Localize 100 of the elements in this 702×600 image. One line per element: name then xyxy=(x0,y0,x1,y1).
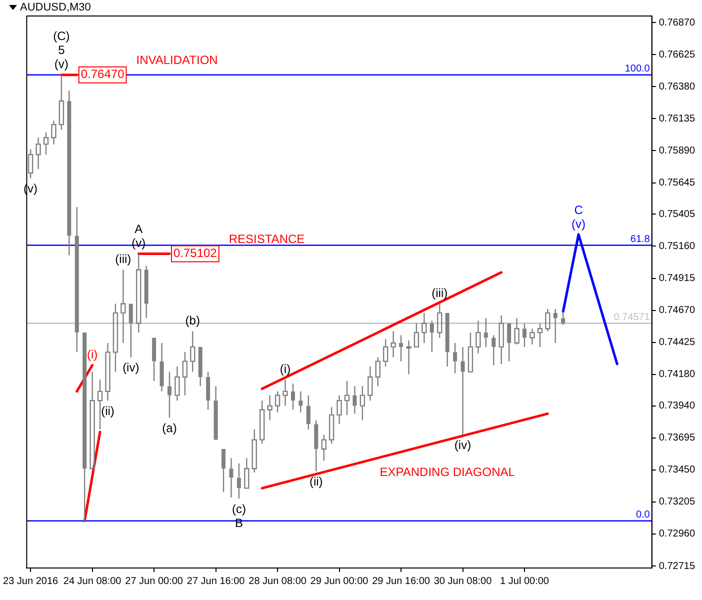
candlestick xyxy=(336,394,342,425)
y-tick-label: 0.75645 xyxy=(658,178,696,189)
chart-title: AUDUSD,M30 xyxy=(20,2,91,14)
y-tick-label: 0.73695 xyxy=(658,432,696,444)
candlestick xyxy=(314,420,318,472)
candlestick xyxy=(160,342,164,392)
candlestick xyxy=(460,346,465,436)
candlestick xyxy=(507,323,512,362)
candlestick xyxy=(236,462,241,500)
candlestick xyxy=(414,322,420,348)
y-tick-label: 0.76135 xyxy=(658,113,696,124)
data-label: 0.75102 xyxy=(173,246,218,260)
text: (b) xyxy=(185,314,200,328)
candlestick xyxy=(112,303,118,372)
y-tick-label: 0.74915 xyxy=(658,273,696,284)
ref-line-label: 61.8 xyxy=(630,234,650,246)
candlestick xyxy=(206,371,210,410)
candlestick xyxy=(152,338,156,382)
candlestick xyxy=(282,379,288,406)
candlestick xyxy=(214,386,218,440)
text: RESISTANCE xyxy=(228,232,305,246)
candlestick xyxy=(36,137,41,170)
text: (ii) xyxy=(101,404,114,418)
y-tick-label: 0.75890 xyxy=(658,145,696,156)
candlestick xyxy=(290,382,295,410)
y-tick-label: 0.76625 xyxy=(658,49,696,60)
x-tick-label: 29 Jun 00:00 xyxy=(310,576,369,587)
candlestick xyxy=(58,74,64,130)
data-label: C (v) xyxy=(572,202,586,231)
candlestick xyxy=(437,303,442,338)
x-tick-label: 1 Jul 00:00 xyxy=(500,576,550,587)
candlestick xyxy=(67,90,72,256)
candlestick xyxy=(306,394,310,430)
ref-line-label: 100.0 xyxy=(624,64,650,75)
y-tick-label: 0.72960 xyxy=(658,528,696,540)
text: INVALIDATION xyxy=(136,53,218,68)
candlestick xyxy=(468,332,474,372)
candlestick xyxy=(530,328,535,345)
candlestick xyxy=(537,322,543,348)
y-tick-label: 0.73940 xyxy=(658,400,696,412)
candlestick xyxy=(190,330,196,372)
candlestick xyxy=(222,448,226,493)
ref-line-label: 0.74571 xyxy=(614,312,650,324)
candlestick xyxy=(274,390,280,413)
x-tick-label: 24 Jun 08:00 xyxy=(63,576,122,587)
y-tick-label: 0.74425 xyxy=(658,337,696,348)
y-tick-label: 0.73450 xyxy=(658,464,696,476)
candlestick xyxy=(120,269,126,344)
candlestick xyxy=(229,458,234,498)
text: (C) 5 (v) xyxy=(53,29,70,72)
text: (iv) xyxy=(454,438,472,452)
candlestick xyxy=(43,132,49,156)
data-label: EXPANDING DIAGONAL xyxy=(380,465,516,480)
data-label: (i) xyxy=(86,348,98,362)
candlestick xyxy=(136,253,142,334)
candlestick xyxy=(498,314,504,365)
data-label: 0.76470 xyxy=(80,67,125,82)
candlestick xyxy=(430,320,434,353)
candlestick xyxy=(252,428,257,474)
text: (iii) xyxy=(115,252,132,266)
candlestick xyxy=(553,308,558,344)
candlestick xyxy=(344,380,350,416)
x-tick-label: 28 Jun 08:00 xyxy=(248,576,307,587)
candlestick xyxy=(360,386,366,421)
text: (iii) xyxy=(432,286,448,300)
y-tick-label: 0.74180 xyxy=(658,369,696,380)
candlestick xyxy=(422,312,427,344)
candlestick xyxy=(484,318,488,348)
candlestick xyxy=(51,120,56,145)
ref-line-label: 0.0 xyxy=(636,510,650,521)
candlestick xyxy=(368,366,373,402)
candlestick xyxy=(182,352,188,396)
candlestick xyxy=(90,371,95,470)
candlestick xyxy=(244,458,250,489)
candlestick xyxy=(406,340,412,376)
candlestick xyxy=(82,332,87,522)
candlestick xyxy=(74,206,79,353)
candlestick xyxy=(399,334,404,362)
candlestick xyxy=(522,322,527,348)
y-tick-label: 0.74670 xyxy=(658,305,696,316)
candlestick xyxy=(352,386,357,414)
x-tick-label: 30 Jun 08:00 xyxy=(434,576,492,587)
candlestick xyxy=(167,371,172,418)
candlestick xyxy=(144,265,148,319)
y-tick-label: 0.75160 xyxy=(658,240,696,252)
candlestick xyxy=(453,342,458,374)
candlestick xyxy=(321,434,326,462)
x-tick-label: 27 Jun 00:00 xyxy=(125,576,184,587)
candlestick xyxy=(390,330,396,358)
candlestick xyxy=(375,356,380,387)
candlestick xyxy=(97,379,103,430)
candlestick xyxy=(545,308,550,332)
y-tick-label: 0.73205 xyxy=(658,496,696,508)
candlestick xyxy=(328,406,334,444)
candlestick xyxy=(267,394,272,421)
candlestick xyxy=(128,304,133,358)
candlestick xyxy=(492,334,496,366)
y-tick-label: 0.72715 xyxy=(658,560,696,572)
candlestick xyxy=(476,320,481,354)
text: (a) xyxy=(162,420,177,435)
